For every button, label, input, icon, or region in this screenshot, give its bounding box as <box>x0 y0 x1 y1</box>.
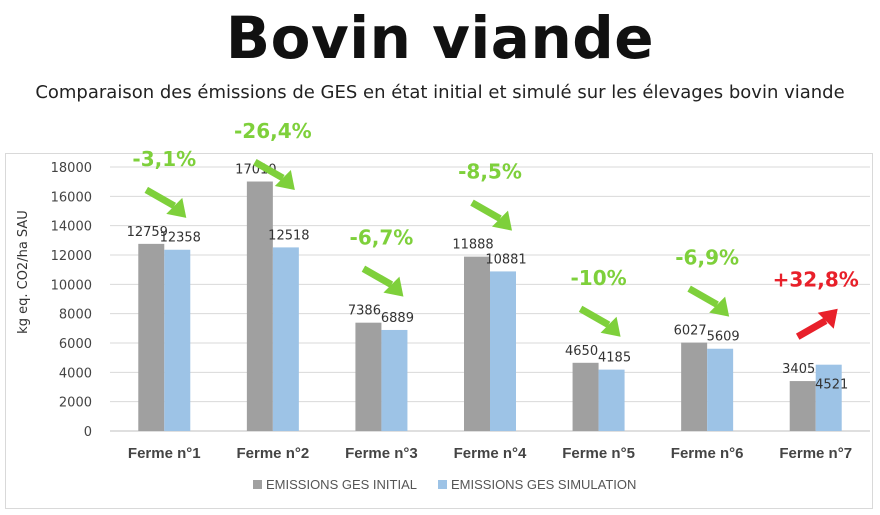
page-title: Bovin viande <box>225 4 655 72</box>
arrow-head <box>274 170 295 190</box>
arrow-shaft <box>253 158 285 182</box>
legend: EMISSIONS GES INITIAL EMISSIONS GES SIMUL… <box>253 477 636 492</box>
x-axis-ticks: Ferme n°1 Ferme n°2 Ferme n°3 Ferme n°4 Ferm… <box>128 445 852 462</box>
arrow-shaft <box>578 305 611 328</box>
x-tick-label: Ferme n°4 <box>454 445 527 462</box>
percent-change-label: -26,4% <box>234 119 312 143</box>
y-tick-label: 2000 <box>59 396 92 411</box>
y-tick-label: 6000 <box>59 337 92 352</box>
legend-swatch <box>253 480 262 489</box>
bar-simulation <box>490 271 516 431</box>
percent-change-label: -8,5% <box>458 160 522 184</box>
data-label: 4650 <box>565 344 598 359</box>
data-label: 6027 <box>674 324 707 339</box>
data-label: 4185 <box>598 351 631 366</box>
y-tick-label: 10000 <box>51 278 92 293</box>
arrow-shaft <box>144 186 177 209</box>
y-axis-ticks: 0 2000 4000 6000 8000 10000 12000 14000 16000 180… <box>51 161 92 440</box>
x-tick-label: Ferme n°1 <box>128 445 201 462</box>
arrow-shaft <box>687 285 719 308</box>
arrow-down-icon <box>361 265 404 297</box>
bar-initial <box>138 243 165 431</box>
y-tick-label: 16000 <box>51 190 92 205</box>
legend-label: EMISSIONS GES INITIAL <box>266 477 417 492</box>
arrow-shaft <box>795 317 828 340</box>
change-annotations: -3,1% -26,4% -6,7% -8,5% -10% -6,9% +32,8% <box>132 119 859 340</box>
arrow-head <box>709 296 730 317</box>
arrow-head <box>383 276 404 297</box>
data-label: 11888 <box>452 238 493 253</box>
data-label: 6889 <box>381 311 414 326</box>
x-tick-label: Ferme n°6 <box>671 445 744 462</box>
data-label: 5609 <box>707 330 740 345</box>
arrow-head <box>600 316 621 337</box>
x-tick-label: Ferme n°3 <box>345 445 418 462</box>
page-subtitle: Comparaison des émissions de GES en état… <box>35 82 845 103</box>
bar-initial <box>681 342 708 431</box>
y-axis-label: kg eq. CO2/ha SAU <box>16 210 31 334</box>
percent-change-label: -6,7% <box>350 226 414 250</box>
y-tick-label: 14000 <box>51 220 92 235</box>
bar-initial <box>789 381 816 431</box>
arrow-head <box>817 308 838 329</box>
y-tick-label: 0 <box>84 425 92 440</box>
percent-change-label: -10% <box>570 266 626 290</box>
x-tick-label: Ferme n°5 <box>562 445 635 462</box>
data-label: 4521 <box>815 378 848 393</box>
legend-swatch <box>438 480 447 489</box>
legend-label: EMISSIONS GES SIMULATION <box>451 477 636 492</box>
percent-change-label: -6,9% <box>675 246 739 270</box>
y-tick-label: 12000 <box>51 249 92 264</box>
data-label: 10881 <box>485 252 526 267</box>
x-tick-label: Ferme n°2 <box>237 445 310 462</box>
arrow-down-icon <box>253 158 295 190</box>
bar-initial <box>464 256 490 431</box>
bar-simulation <box>598 369 625 431</box>
y-tick-label: 8000 <box>59 308 92 323</box>
data-label: 12358 <box>160 231 201 246</box>
y-tick-label: 4000 <box>59 366 92 381</box>
data-label: 12759 <box>127 225 168 240</box>
data-label: 3405 <box>782 362 815 377</box>
arrow-down-icon <box>470 199 512 231</box>
bar-initial <box>355 322 382 431</box>
arrow-shaft <box>470 199 502 222</box>
bar-initial <box>246 181 273 431</box>
bar-simulation <box>272 247 299 431</box>
data-label: 7386 <box>348 304 381 319</box>
data-label: 12518 <box>268 228 309 243</box>
y-tick-label: 18000 <box>51 161 92 176</box>
arrow-head <box>492 210 512 231</box>
bar-simulation <box>815 364 842 431</box>
x-tick-label: Ferme n°7 <box>779 445 852 462</box>
percent-change-label: +32,8% <box>773 268 859 292</box>
percent-change-label: -3,1% <box>132 147 196 171</box>
arrow-down-icon <box>144 186 187 218</box>
chart-frame <box>5 153 873 509</box>
arrow-down-icon <box>687 285 730 317</box>
bar-initial <box>572 362 599 431</box>
bars <box>138 181 842 431</box>
arrow-up-icon <box>795 308 838 340</box>
bar-simulation <box>381 329 408 431</box>
arrow-shaft <box>361 265 394 288</box>
bar-simulation <box>164 249 191 431</box>
bar-simulation <box>707 348 734 431</box>
arrow-head <box>166 197 187 218</box>
arrow-down-icon <box>578 305 621 337</box>
